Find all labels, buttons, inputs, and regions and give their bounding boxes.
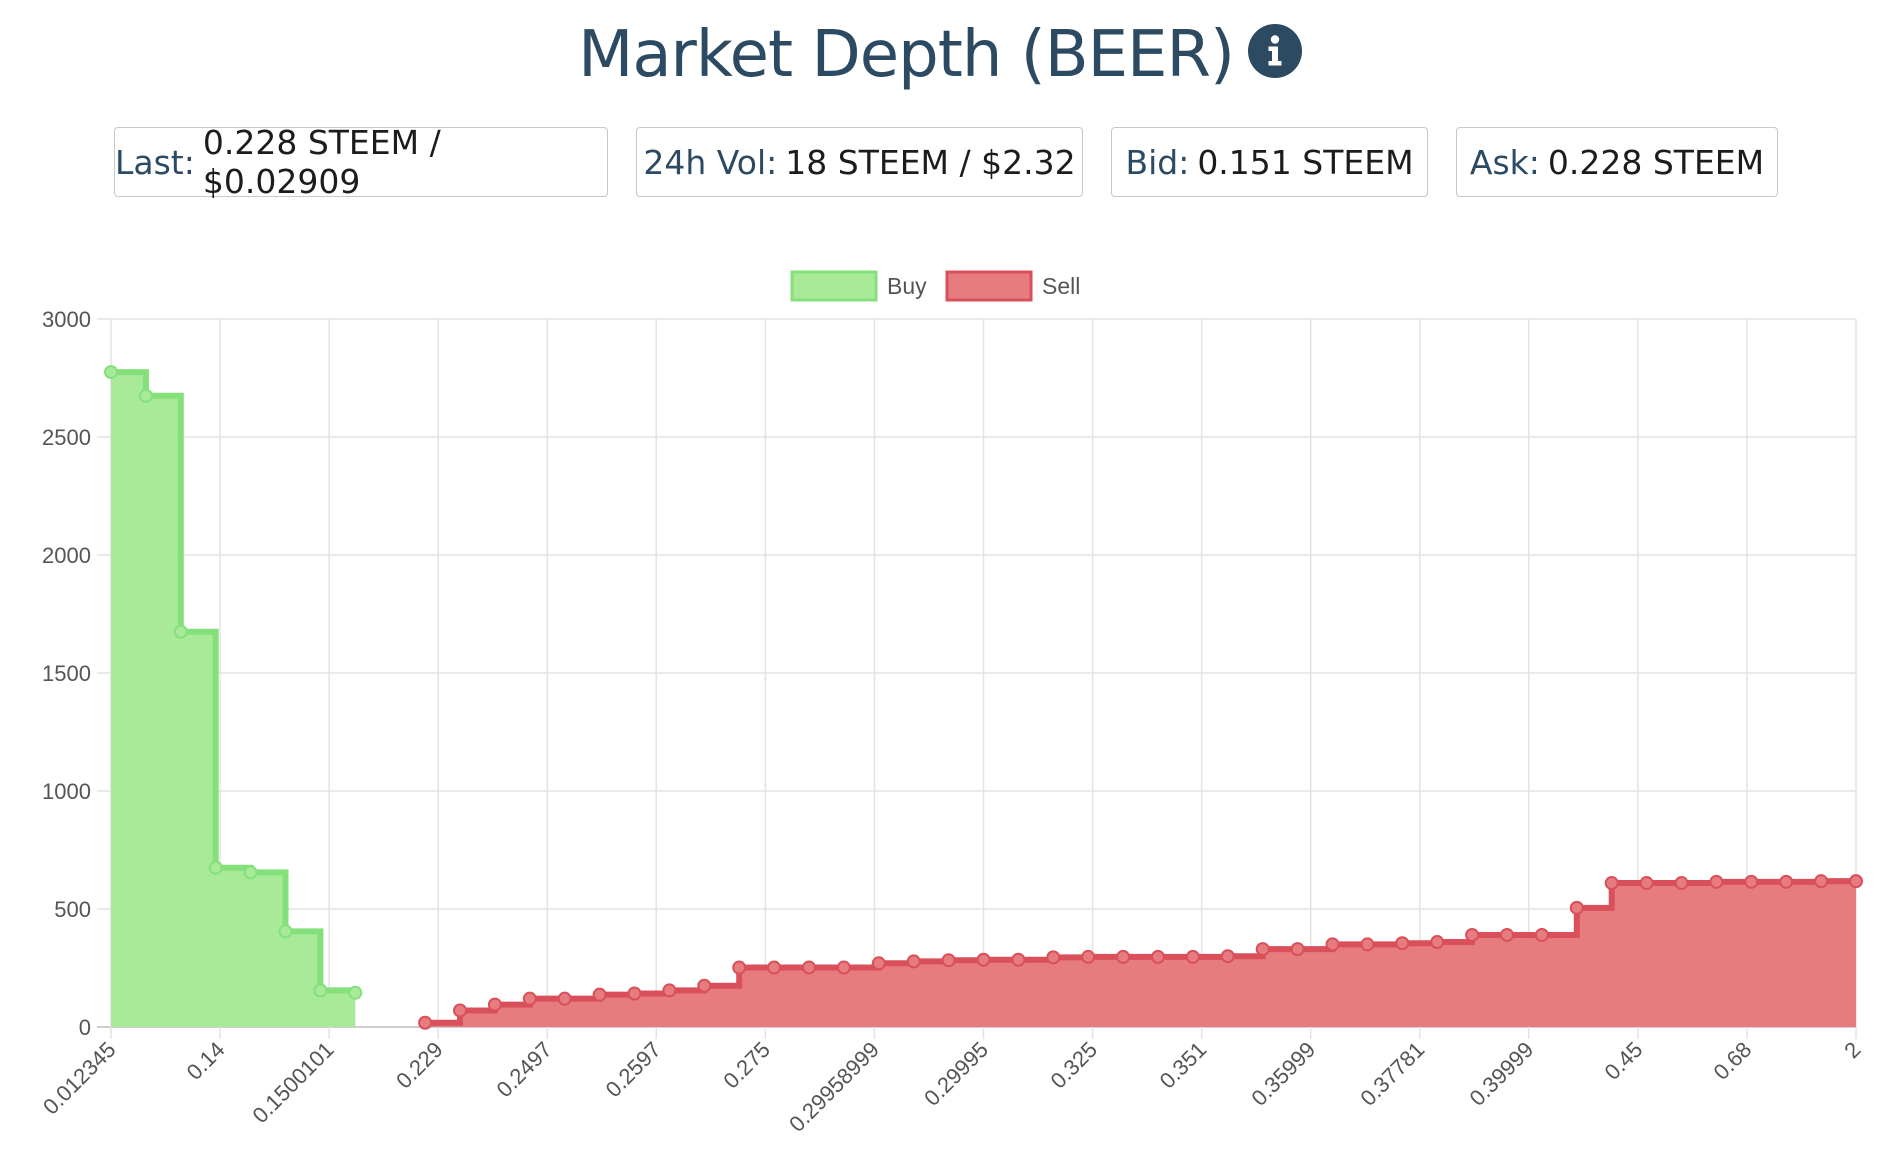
stat-ask-label: Ask:: [1469, 142, 1540, 182]
x-tick-label: 0.35999: [1246, 1037, 1320, 1111]
sell-point: [1744, 874, 1759, 889]
sell-area: [425, 881, 1857, 1027]
x-tick-label: 0.29958999: [784, 1037, 884, 1137]
sell-point: [1849, 874, 1863, 889]
sell-point: [1325, 937, 1340, 952]
sell-point: [1081, 949, 1096, 964]
sell-point: [1116, 949, 1131, 964]
x-tick-label: 0.1500101: [247, 1037, 338, 1128]
stat-bid: Bid: 0.151 STEEM: [1111, 127, 1428, 197]
stat-last-label: Last:: [115, 142, 195, 182]
sell-point: [976, 952, 991, 967]
stat-bid-value: 0.151 STEEM: [1197, 142, 1414, 182]
sell-point: [1674, 876, 1689, 891]
x-tick-label: 0.29995: [919, 1037, 993, 1111]
legend-swatch-buy: [790, 270, 878, 302]
sell-point: [767, 960, 782, 975]
y-tick-label: 500: [54, 897, 91, 922]
sell-point: [836, 960, 851, 975]
x-tick-label: 0.14: [182, 1037, 230, 1085]
sell-point: [871, 956, 886, 971]
x-tick-label: 0.275: [718, 1037, 775, 1094]
sell-point: [1779, 874, 1794, 889]
sell-point: [453, 1003, 467, 1018]
y-tick-label: 2000: [42, 543, 91, 568]
stat-last: Last: 0.228 STEEM / $0.02909: [114, 123, 608, 201]
legend-swatch-sell: [945, 270, 1033, 302]
x-tick-label: 0.012345: [38, 1037, 121, 1120]
legend-label-buy: Buy: [887, 273, 927, 299]
sell-point: [1151, 949, 1165, 964]
sell-point: [557, 991, 572, 1006]
sell-point: [1534, 927, 1549, 942]
sell-point: [1046, 950, 1061, 965]
sell-point: [522, 991, 537, 1006]
sell-point: [1500, 927, 1514, 942]
stat-last-value: 0.228 STEEM / $0.02909: [202, 123, 441, 201]
sell-point: [1430, 935, 1445, 950]
stat-volume-label: 24h Vol:: [643, 142, 778, 182]
sell-point: [1465, 927, 1480, 942]
sell-point: [418, 1015, 433, 1030]
buy-point: [243, 865, 258, 880]
sell-point: [1395, 936, 1410, 951]
sell-point: [1220, 949, 1235, 964]
info-icon[interactable]: [1247, 24, 1302, 78]
stat-ask: Ask: 0.228 STEEM: [1456, 127, 1778, 197]
x-tick-label: 0.39999: [1464, 1037, 1538, 1111]
buy-point: [208, 860, 223, 875]
sell-point: [592, 987, 607, 1002]
y-tick-label: 1500: [42, 661, 91, 686]
stat-bid-label: Bid:: [1125, 142, 1190, 182]
sell-point: [1709, 874, 1724, 889]
sell-point: [941, 953, 956, 968]
x-tick-label: 0.37781: [1355, 1037, 1429, 1111]
x-tick-label: 0.68: [1709, 1037, 1757, 1085]
sell-point: [1185, 949, 1200, 964]
buy-point: [173, 624, 188, 639]
sell-point: [732, 960, 747, 975]
x-tick-label: 0.325: [1045, 1037, 1102, 1094]
sell-point: [1569, 900, 1584, 915]
title-row: Market Depth (BEER): [0, 18, 1880, 92]
page-title: Market Depth (BEER): [578, 18, 1235, 92]
sell-point: [697, 978, 712, 993]
stat-volume: 24h Vol: 18 STEEM / $2.32: [636, 127, 1083, 197]
buy-point: [138, 388, 153, 403]
sell-point: [1290, 942, 1305, 957]
sell-point: [1604, 876, 1619, 891]
y-tick-label: 0: [79, 1015, 91, 1040]
sell-point: [627, 986, 642, 1001]
sell-point: [1639, 876, 1654, 891]
x-tick-label: 0.351: [1155, 1037, 1212, 1094]
depth-chart: 0 500 1000 1500 2000 2500 3000 0.012345 0.14 0.15…: [38, 270, 1866, 1137]
x-tick-label: 0.2497: [492, 1037, 557, 1102]
x-tick-label: 0.2597: [601, 1037, 666, 1102]
y-tick-label: 3000: [42, 307, 91, 332]
x-tick-label: 0.229: [391, 1037, 448, 1094]
sell-point: [1360, 937, 1375, 952]
sell-point: [487, 997, 502, 1012]
x-tick-label: 0.45: [1599, 1037, 1647, 1085]
x-tick-label: 2: [1839, 1037, 1865, 1063]
legend-label-sell: Sell: [1042, 273, 1080, 299]
sell-point: [1011, 952, 1026, 967]
y-tick-label: 2500: [42, 425, 91, 450]
buy-area: [111, 372, 356, 1028]
sell-point: [662, 983, 677, 998]
buy-point: [104, 365, 118, 380]
sell-point: [1255, 942, 1270, 957]
buy-point: [278, 924, 293, 939]
sell-point: [906, 954, 921, 969]
buy-point: [313, 983, 328, 998]
y-tick-label: 1000: [42, 779, 91, 804]
stat-volume-value: 18 STEEM / $2.32: [785, 142, 1076, 182]
sell-point: [1814, 874, 1829, 889]
sell-point: [802, 960, 816, 975]
buy-point: [348, 985, 363, 1000]
stat-ask-value: 0.228 STEEM: [1547, 142, 1765, 182]
